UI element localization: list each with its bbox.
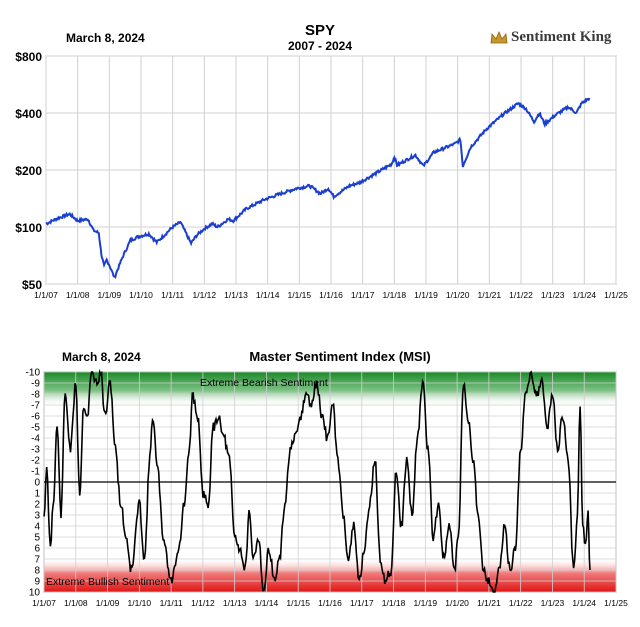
msi-chart-title: Master Sentiment Index (MSI) — [249, 349, 431, 364]
msi-x-tick-label: 1/1/24 — [572, 598, 596, 608]
logo-text: Sentiment King — [511, 29, 612, 45]
msi-y-tick-label: -3 — [31, 445, 40, 456]
msi-x-tick-label: 1/1/09 — [96, 598, 120, 608]
spy-grid — [45, 55, 617, 285]
spy-x-tick-label: 1/1/20 — [446, 290, 470, 300]
spy-x-tick-label: 1/1/10 — [129, 290, 153, 300]
spy-x-tick-label: 1/1/13 — [224, 290, 248, 300]
spy-x-tick-label: 1/1/21 — [478, 290, 502, 300]
spy-price-chart: $50$100$200$400$800 1/1/07 1/1/08 1/1/09 1/… — [15, 50, 628, 300]
msi-x-tick-label: 1/1/20 — [445, 598, 469, 608]
spy-y-tick-label: $400 — [15, 107, 42, 121]
spy-x-axis: 1/1/07 1/1/08 1/1/09 1/1/10 1/1/11 1/1/12 1/1/… — [34, 290, 628, 300]
spy-x-tick-label: 1/1/15 — [288, 290, 312, 300]
msi-x-tick-label: 1/1/17 — [350, 598, 374, 608]
spy-y-tick-label: $100 — [15, 221, 42, 235]
msi-x-tick-label: 1/1/25 — [604, 598, 628, 608]
extreme-bullish-label: Extreme Bullish Sentiment — [46, 576, 169, 588]
spy-x-tick-label: 1/1/19 — [414, 290, 438, 300]
msi-x-tick-label: 1/1/15 — [286, 598, 310, 608]
msi-line — [43, 368, 591, 593]
sentiment-king-logo: Sentiment King — [490, 29, 611, 46]
msi-x-tick-label: 1/1/13 — [223, 598, 247, 608]
msi-x-tick-label: 1/1/10 — [128, 598, 152, 608]
spy-x-tick-label: 1/1/25 — [604, 290, 628, 300]
msi-x-tick-label: 1/1/07 — [32, 598, 56, 608]
spy-x-tick-label: 1/1/16 — [319, 290, 343, 300]
msi-y-tick-label: 10 — [29, 588, 41, 599]
spy-x-tick-label: 1/1/09 — [98, 290, 122, 300]
msi-y-tick-label: -8 — [31, 390, 40, 401]
msi-x-tick-label: 1/1/14 — [255, 598, 279, 608]
spy-x-tick-label: 1/1/11 — [161, 290, 184, 300]
msi-x-tick-label: 1/1/19 — [414, 598, 438, 608]
msi-date-label: March 8, 2024 — [62, 350, 141, 364]
msi-x-tick-label: 1/1/08 — [64, 598, 88, 608]
spy-chart-subtitle: 2007 - 2024 — [287, 39, 353, 53]
msi-y-tick-label: 0 — [34, 478, 40, 489]
crown-icon — [490, 30, 508, 43]
msi-x-tick-label: 1/1/16 — [318, 598, 342, 608]
msi-y-tick-label: -9 — [31, 379, 40, 390]
msi-y-tick-label: 9 — [34, 577, 40, 588]
msi-x-tick-label: 1/1/18 — [382, 598, 406, 608]
spy-x-tick-label: 1/1/24 — [573, 290, 597, 300]
msi-x-tick-label: 1/1/23 — [541, 598, 565, 608]
extreme-bearish-label: Extreme Bearish Sentiment — [200, 377, 328, 389]
msi-x-tick-label: 1/1/21 — [477, 598, 501, 608]
msi-x-tick-label: 1/1/12 — [191, 598, 215, 608]
msi-x-axis: 1/1/07 1/1/08 1/1/09 1/1/10 1/1/11 1/1/12 1/1/… — [32, 598, 628, 608]
spy-x-tick-label: 1/1/22 — [509, 290, 533, 300]
spy-y-axis: $50 $100 $200 $400 $800 — [15, 50, 42, 292]
msi-y-tick-label: 8 — [34, 566, 40, 577]
msi-y-tick-label: -6 — [31, 412, 40, 423]
msi-y-tick-label: 4 — [34, 522, 40, 533]
spy-y-tick-label: $200 — [15, 164, 42, 178]
msi-y-tick-label: -7 — [31, 401, 40, 412]
msi-y-tick-label: 7 — [34, 555, 40, 566]
spy-date-label: March 8, 2024 — [66, 31, 145, 45]
msi-x-tick-label: 1/1/22 — [509, 598, 533, 608]
msi-y-tick-label: 3 — [34, 511, 40, 522]
msi-y-tick-label: 5 — [34, 533, 40, 544]
spy-x-tick-label: 1/1/08 — [66, 290, 90, 300]
msi-y-tick-label: -5 — [31, 423, 40, 434]
spy-x-tick-label: 1/1/17 — [351, 290, 375, 300]
spy-x-tick-label: 1/1/12 — [193, 290, 217, 300]
msi-y-tick-label: -10 — [26, 368, 41, 379]
spy-price-line — [45, 97, 591, 279]
msi-y-tick-label: -1 — [31, 467, 40, 478]
msi-y-tick-label: -2 — [31, 456, 40, 467]
spy-x-tick-label: 1/1/18 — [383, 290, 407, 300]
spy-x-tick-label: 1/1/14 — [256, 290, 280, 300]
spy-x-tick-label: 1/1/23 — [541, 290, 565, 300]
spy-y-tick-label: $50 — [22, 278, 42, 292]
msi-y-tick-label: 6 — [34, 544, 40, 555]
spy-y-tick-label: $800 — [15, 50, 42, 64]
msi-y-tick-label: -4 — [31, 434, 40, 445]
msi-y-tick-label: 2 — [34, 500, 40, 511]
msi-x-tick-label: 1/1/11 — [160, 598, 183, 608]
spy-chart-title: SPY — [304, 22, 335, 39]
msi-y-tick-label: 1 — [34, 489, 40, 500]
spy-x-tick-label: 1/1/07 — [34, 290, 58, 300]
